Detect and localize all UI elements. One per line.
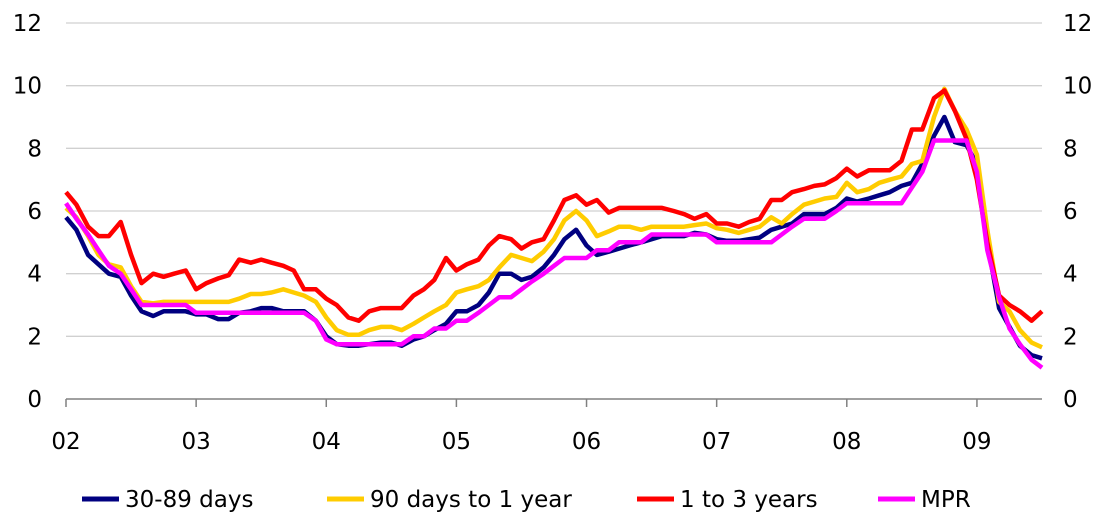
series-line-mpr (64, 138, 1044, 370)
x-tick-label: 07 (702, 429, 731, 455)
series-line-90-days-to-1-year (64, 86, 1043, 350)
x-tick-label: 04 (312, 429, 341, 455)
legend: 30-89 days 90 days to 1 year 1 to 3 years M… (82, 487, 971, 513)
x-tick-label: 09 (962, 429, 991, 455)
y-tick-label-right: 8 (1063, 136, 1078, 162)
y-tick-label-right: 0 (1063, 387, 1078, 413)
series-line-1-to-3-years (64, 88, 1044, 323)
y-tick-label-right: 2 (1063, 324, 1078, 350)
y-tick-label-left: 2 (27, 324, 42, 350)
x-tick-label: 03 (181, 429, 210, 455)
x-tick-label: 05 (442, 429, 471, 455)
y-tick-label-left: 8 (27, 136, 42, 162)
y-tick-label-right: 6 (1063, 199, 1078, 225)
y-tick-label-right: 12 (1063, 11, 1092, 37)
legend-label: 30-89 days (125, 487, 253, 513)
legend-label: 90 days to 1 year (370, 487, 572, 513)
x-tick-label: 02 (51, 429, 80, 455)
y-tick-label-left: 10 (13, 74, 42, 100)
legend-label: 1 to 3 years (680, 487, 818, 513)
y-tick-label-left: 0 (27, 387, 42, 413)
y-tick-label-right: 10 (1063, 74, 1092, 100)
x-tick-label: 08 (832, 429, 861, 455)
series-line-30-89-days (64, 114, 1043, 361)
y-tick-label-left: 6 (27, 199, 42, 225)
series-lines (64, 86, 1044, 370)
x-tick-label: 06 (572, 429, 601, 455)
legend-label: MPR (921, 487, 971, 513)
y-tick-label-left: 4 (27, 262, 42, 288)
y-tick-label-right: 4 (1063, 262, 1078, 288)
y-tick-label-left: 12 (13, 11, 42, 37)
